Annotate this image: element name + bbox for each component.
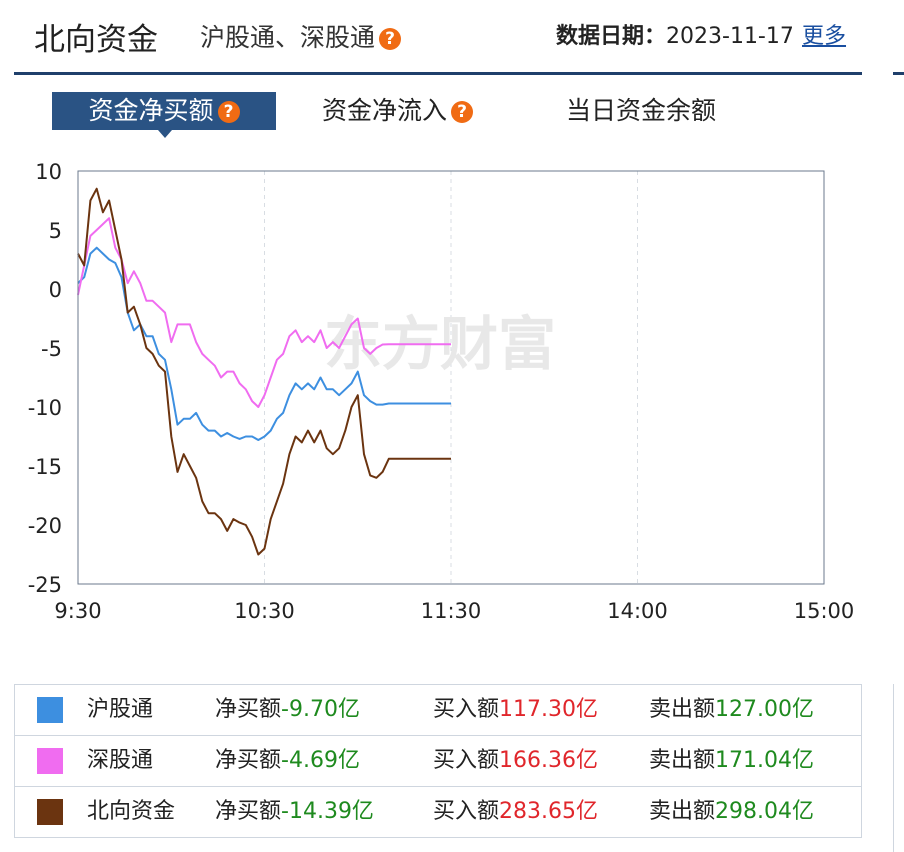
buy-value: 117.30亿 [499,697,598,722]
y-tick-label: -10 [28,396,62,420]
legend-table: 沪股通 净买额-9.70亿 买入额117.30亿 卖出额127.00亿 深股通 … [14,684,862,838]
sell-value: 298.04亿 [715,799,814,824]
data-date: 数据日期：2023-11-17 [556,18,794,50]
page-title: 北向资金 [34,22,158,58]
panel-edge [893,684,904,852]
date-label: 数据日期： [556,24,667,49]
x-tick-label: 9:30 [54,599,101,623]
tab-net-inflow-label: 资金净流入 [322,96,448,125]
swatch-north [37,799,63,825]
legend-sell: 卖出额171.04亿 [649,736,814,786]
plot-frame [77,170,825,585]
legend-buy: 买入额283.65亿 [433,787,598,837]
buy-label: 买入额 [433,748,500,773]
y-tick-label: -15 [28,455,62,479]
legend-name: 北向资金 [87,799,176,824]
legend-net: 净买额-14.39亿 [215,787,374,837]
legend-net: 净买额-4.69亿 [215,736,360,786]
help-icon[interactable]: ? [379,28,402,50]
legend-row-north: 北向资金 净买额-14.39亿 买入额283.65亿 卖出额298.04亿 [14,787,862,838]
more-link[interactable]: 更多 [802,24,847,49]
buy-label: 买入额 [433,799,500,824]
sell-label: 卖出额 [649,799,716,824]
sell-value: 127.00亿 [715,697,814,722]
legend-row-hk-sz: 深股通 净买额-4.69亿 买入额166.36亿 卖出额171.04亿 [14,736,862,787]
x-tick-label: 15:00 [794,599,855,623]
x-tick-label: 10:30 [234,599,295,623]
series-line-hk_sz [77,217,451,408]
net-label: 净买额 [215,748,282,773]
buy-value: 166.36亿 [499,748,598,773]
legend-name: 深股通 [87,748,154,773]
legend-sell: 卖出额298.04亿 [649,787,814,837]
series-line-north [77,187,451,556]
help-icon[interactable]: ? [217,101,240,123]
header: 北向资金 沪股通、深股通? 数据日期：2023-11-17 更多 [0,0,904,76]
subtitle-text: 沪股通、深股通 [200,23,376,52]
net-value: -4.69亿 [281,748,360,773]
tab-daily-balance-label: 当日资金余额 [566,96,717,125]
help-icon[interactable]: ? [451,101,474,123]
chart-grid [264,171,638,584]
legend-net: 净买额-9.70亿 [215,685,360,735]
sell-label: 卖出额 [649,697,716,722]
chart-series [77,187,451,556]
buy-label: 买入额 [433,697,500,722]
header-divider-right [893,72,904,75]
swatch-hk-sz [37,748,63,774]
y-tick-label: 5 [49,219,62,243]
swatch-hk-sh [37,697,63,723]
y-tick-label: -5 [41,337,62,361]
net-value: -14.39亿 [281,799,374,824]
net-label: 净买额 [215,799,282,824]
x-tick-label: 14:00 [607,599,668,623]
net-value: -9.70亿 [281,697,360,722]
header-divider [14,72,862,75]
y-tick-label: 10 [35,160,62,184]
x-axis-ticks: 9:30 10:30 11:30 14:00 15:00 [54,599,854,623]
net-label: 净买额 [215,697,282,722]
x-tick-label: 11:30 [421,599,482,623]
legend-buy: 买入额117.30亿 [433,685,598,735]
legend-sell: 卖出额127.00亿 [649,685,814,735]
legend-buy: 买入额166.36亿 [433,736,598,786]
legend-name: 沪股通 [87,697,154,722]
sell-value: 171.04亿 [715,748,814,773]
buy-value: 283.65亿 [499,799,598,824]
y-axis-ticks: 10 5 0 -5 -10 -15 -20 -25 [28,160,62,597]
tab-daily-balance[interactable]: 当日资金余额 [566,92,716,130]
page-subtitle: 沪股通、深股通? [200,18,402,54]
y-tick-label: -25 [28,573,62,597]
tab-net-inflow[interactable]: 资金净流入? [322,92,474,130]
y-tick-label: -20 [28,514,62,538]
y-tick-label: 0 [49,278,62,302]
tab-net-buy[interactable]: 资金净买额? [52,92,276,138]
tab-net-buy-label: 资金净买额 [88,96,214,125]
sell-label: 卖出额 [649,748,716,773]
legend-row-hk-sh: 沪股通 净买额-9.70亿 买入额117.30亿 卖出额127.00亿 [14,684,862,736]
date-value: 2023-11-17 [666,24,794,49]
